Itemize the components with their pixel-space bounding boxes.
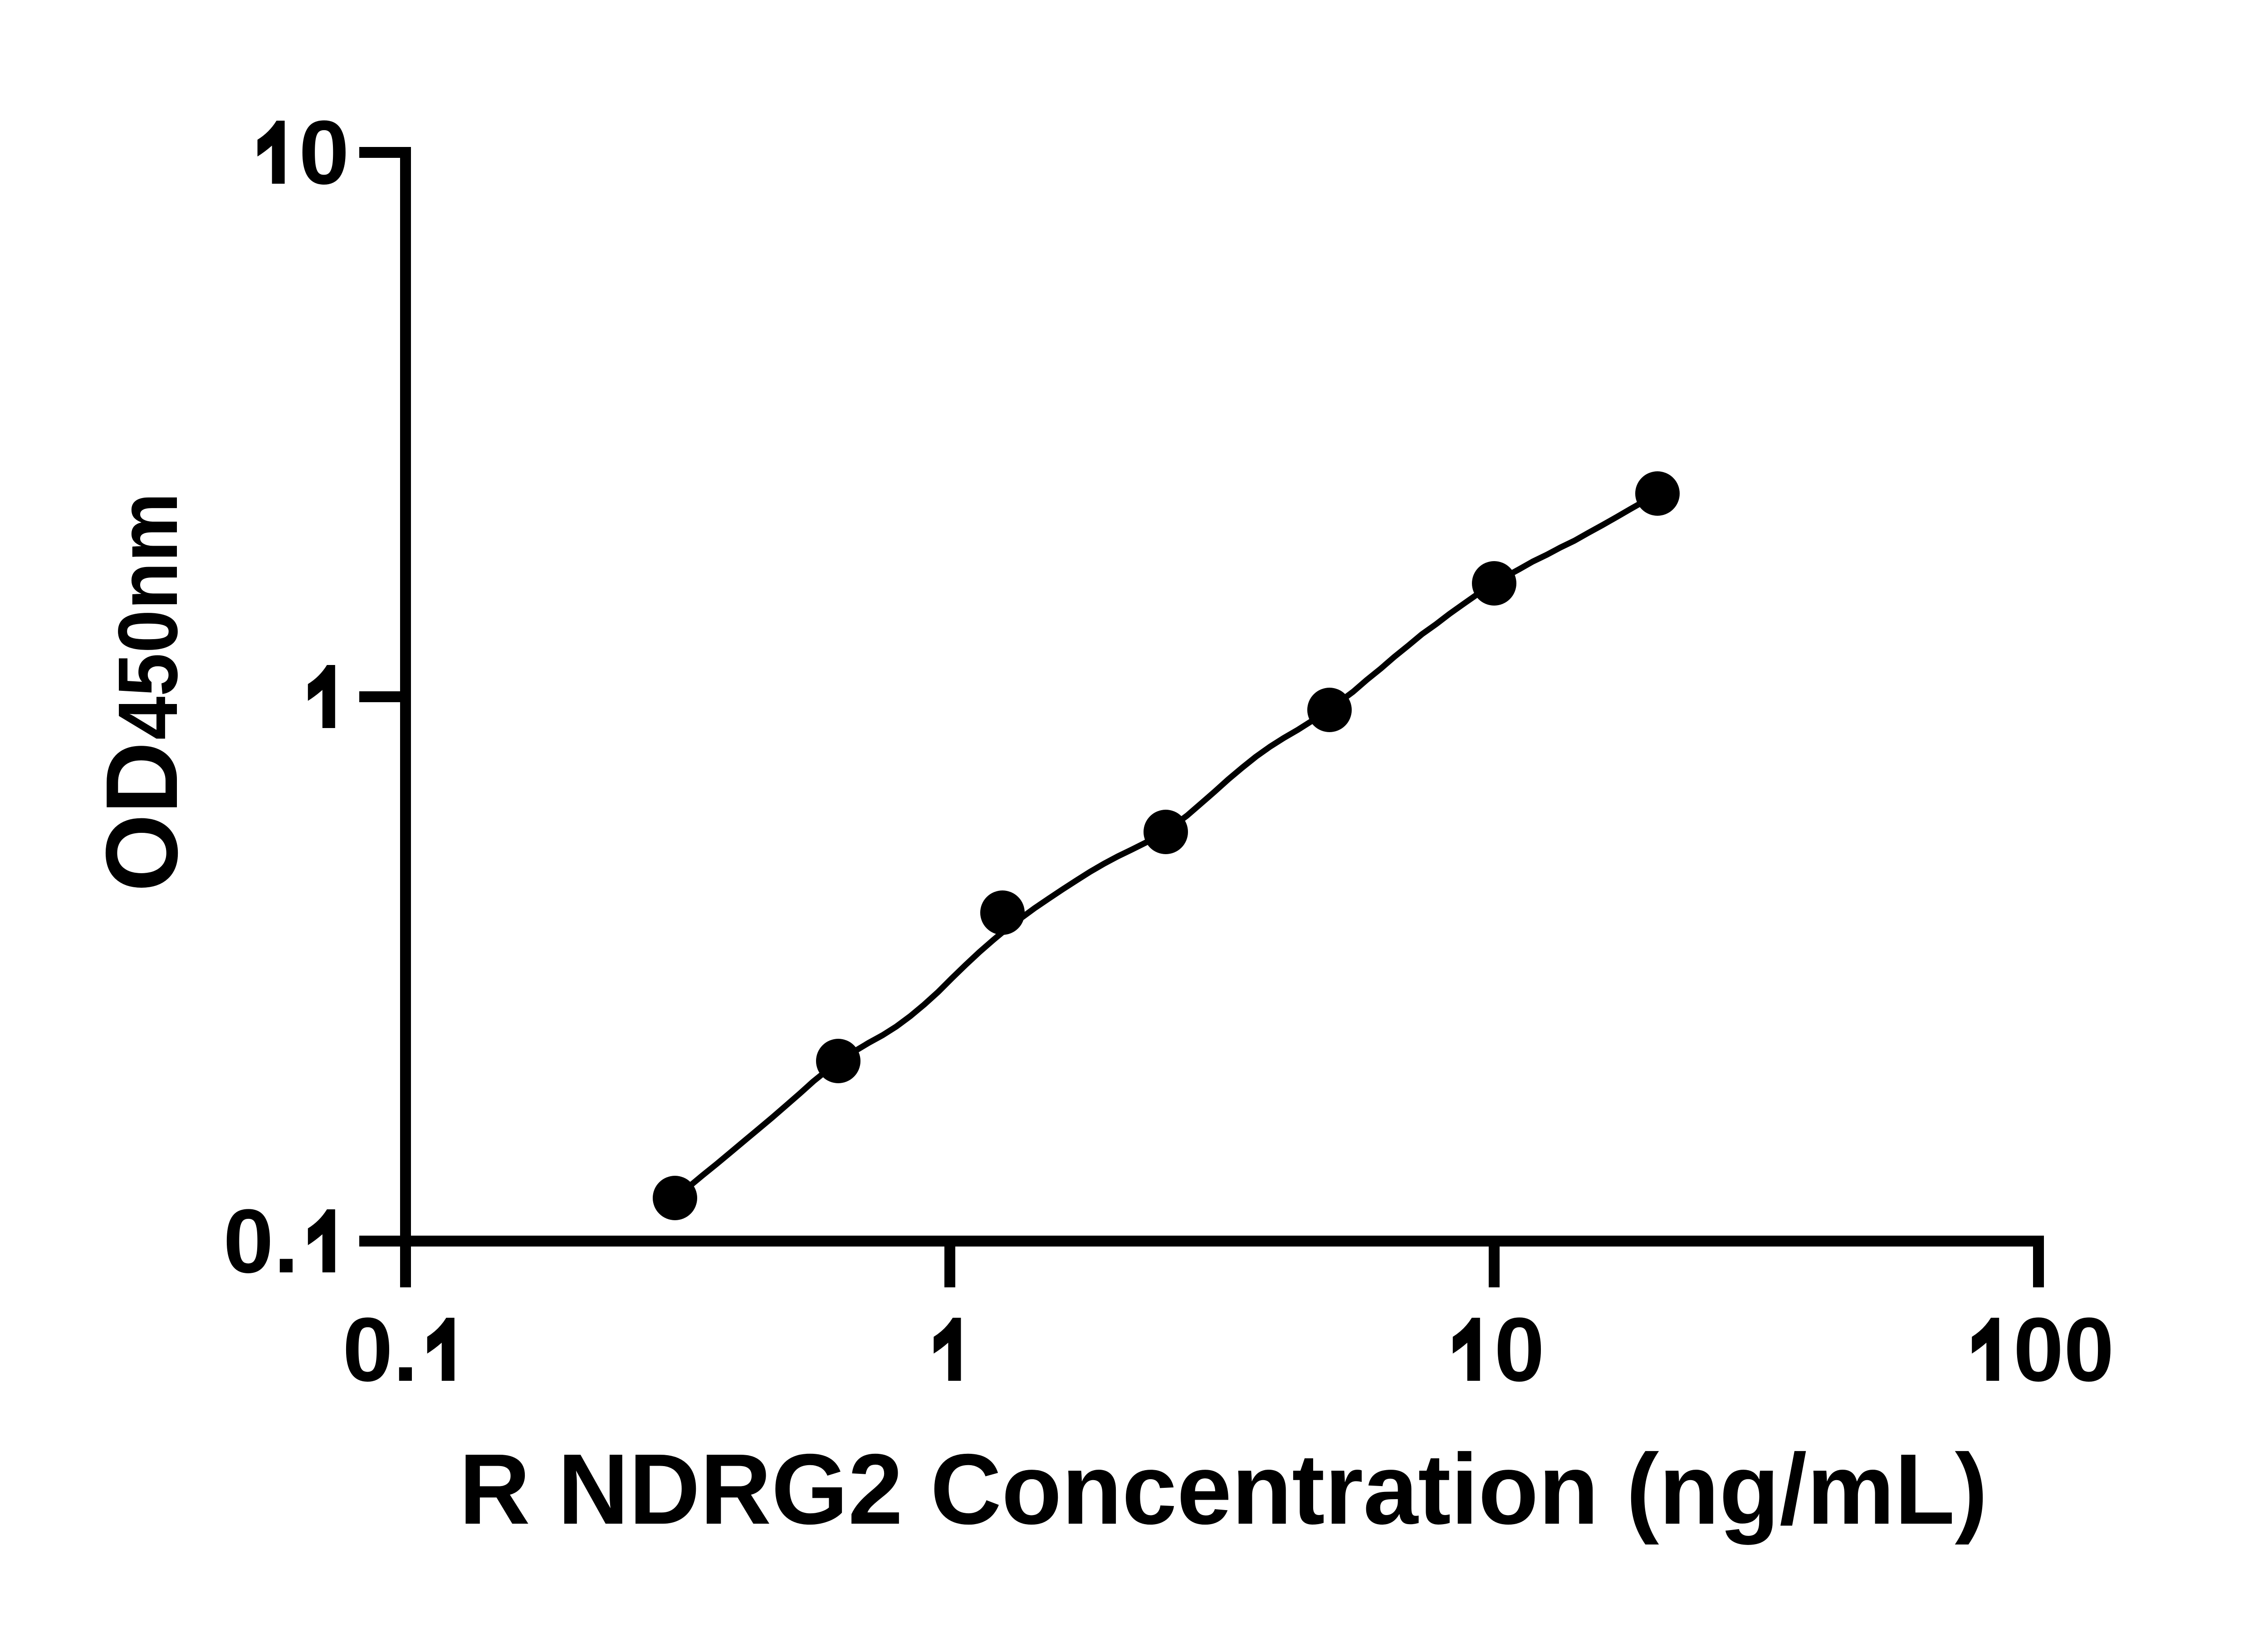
- svg-text:0: 0: [299, 102, 349, 203]
- svg-text:R NDRG2 Concentration (ng/mL): R NDRG2 Concentration (ng/mL): [459, 1433, 1988, 1545]
- svg-text:0.: 0.: [223, 1191, 299, 1292]
- svg-text:450nm: 450nm: [101, 493, 195, 740]
- svg-text:0.: 0.: [342, 1299, 418, 1400]
- svg-text:0: 0: [1494, 1299, 1545, 1400]
- svg-text:00: 00: [2013, 1299, 2114, 1400]
- svg-text:OD: OD: [84, 742, 199, 892]
